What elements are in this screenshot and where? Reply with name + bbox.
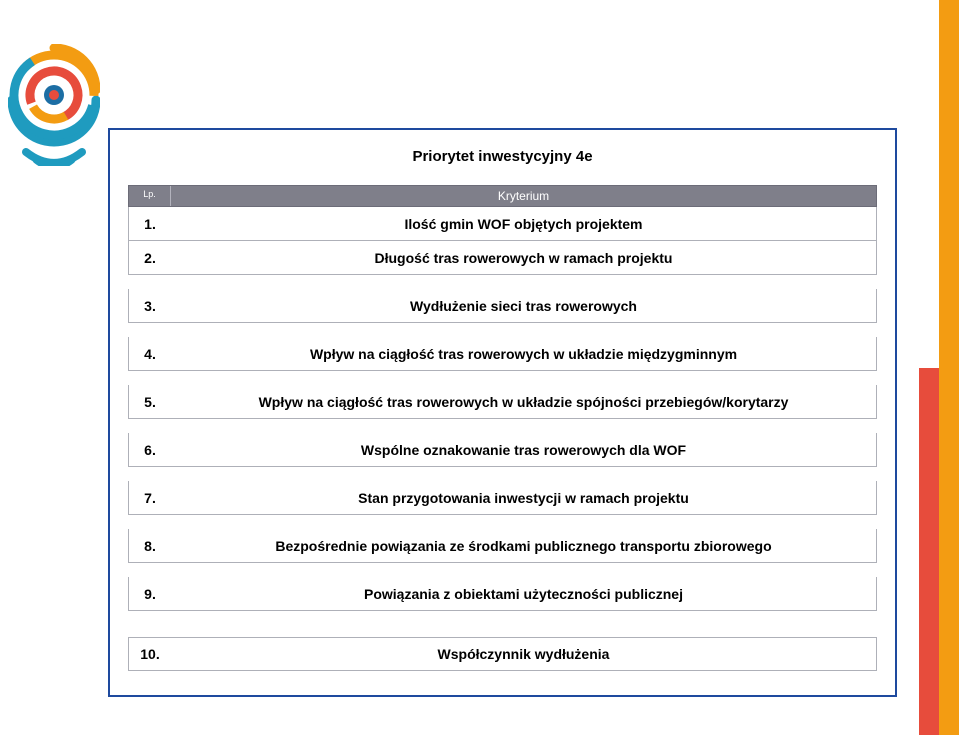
row-lp: 9. (129, 580, 171, 608)
table-row: 3. Wydłużenie sieci tras rowerowych (128, 289, 877, 323)
row-lp: 2. (129, 244, 171, 272)
logo (8, 44, 100, 166)
row-crit: Współczynnik wydłużenia (171, 640, 876, 668)
table-row: 6. Wspólne oznakowanie tras rowerowych d… (128, 433, 877, 467)
table-row: 5. Wpływ na ciągłość tras rowerowych w u… (128, 385, 877, 419)
row-lp: 6. (129, 436, 171, 464)
row-crit: Wydłużenie sieci tras rowerowych (171, 292, 876, 320)
row-crit: Wspólne oznakowanie tras rowerowych dla … (171, 436, 876, 464)
row-crit: Wpływ na ciągłość tras rowerowych w ukła… (171, 340, 876, 368)
content-frame: Priorytet inwestycyjny 4e Lp. Kryterium … (108, 128, 897, 697)
header-kryterium: Kryterium (171, 186, 876, 206)
row-crit: Wpływ na ciągłość tras rowerowych w ukła… (171, 388, 876, 416)
row-lp: 7. (129, 484, 171, 512)
row-lp: 8. (129, 532, 171, 560)
row-crit: Długość tras rowerowych w ramach projekt… (171, 244, 876, 272)
row-lp: 1. (129, 210, 171, 238)
table-row: 1. Ilość gmin WOF objętych projektem (128, 207, 877, 241)
row-lp: 3. (129, 292, 171, 320)
row-crit: Stan przygotowania inwestycji w ramach p… (171, 484, 876, 512)
table-row: 8. Bezpośrednie powiązania ze środkami p… (128, 529, 877, 563)
row-lp: 10. (129, 640, 171, 668)
right-color-bars (919, 0, 959, 735)
table-row: 7. Stan przygotowania inwestycji w ramac… (128, 481, 877, 515)
table-row: 10. Współczynnik wydłużenia (128, 637, 877, 671)
row-lp: 5. (129, 388, 171, 416)
table-row: 2. Długość tras rowerowych w ramach proj… (128, 241, 877, 275)
bar-orange (939, 0, 959, 735)
table-row: 9. Powiązania z obiektami użyteczności p… (128, 577, 877, 611)
table-header: Lp. Kryterium (128, 185, 877, 207)
row-crit: Bezpośrednie powiązania ze środkami publ… (171, 532, 876, 560)
page-title: Priorytet inwestycyjny 4e (128, 148, 877, 165)
row-crit: Ilość gmin WOF objętych projektem (171, 210, 876, 238)
row-lp: 4. (129, 340, 171, 368)
row-crit: Powiązania z obiektami użyteczności publ… (171, 580, 876, 608)
header-lp: Lp. (129, 186, 171, 206)
table-row: 4. Wpływ na ciągłość tras rowerowych w u… (128, 337, 877, 371)
bar-red (919, 368, 939, 735)
